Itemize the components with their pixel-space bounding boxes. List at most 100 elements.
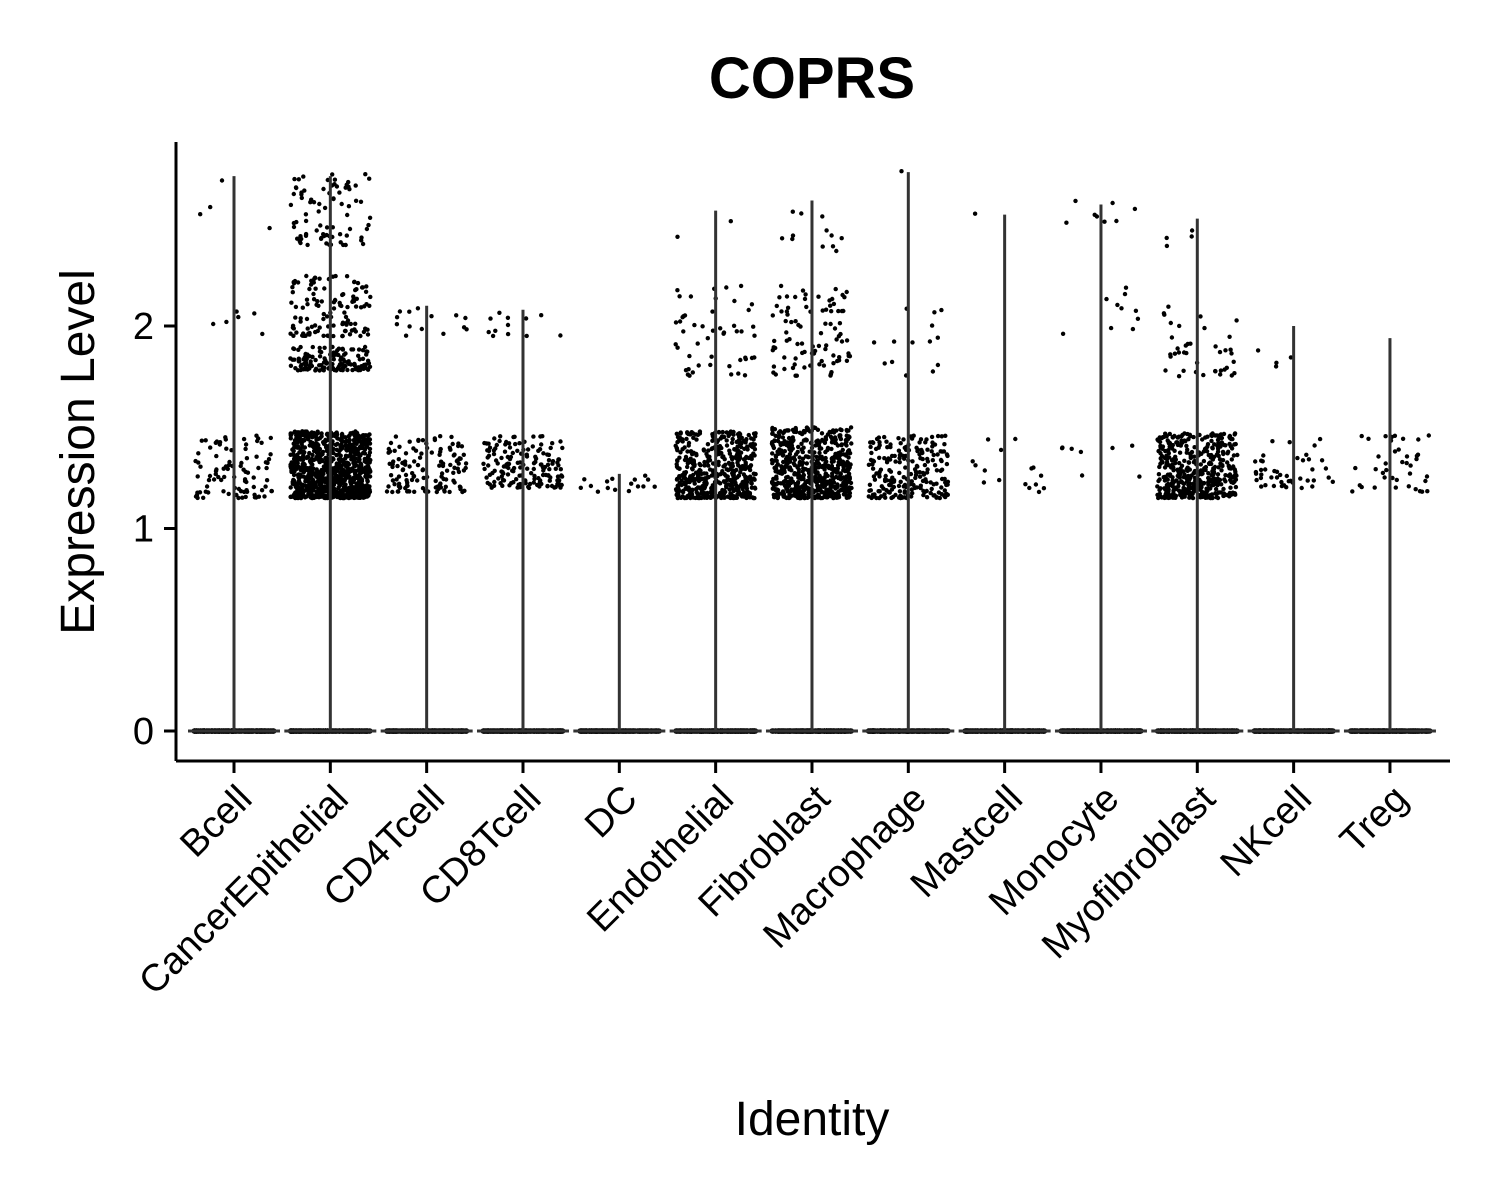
data-point [334, 464, 340, 470]
data-point [486, 448, 492, 454]
data-point [352, 468, 358, 474]
data-point [701, 448, 707, 453]
data-point [388, 440, 394, 446]
data-point [293, 366, 298, 371]
data-point [539, 442, 544, 447]
data-point [302, 461, 307, 467]
data-point [688, 432, 693, 437]
data-point [290, 290, 295, 295]
data-point [548, 445, 553, 451]
data-point [738, 470, 743, 475]
data-point [298, 344, 303, 350]
data-point [357, 481, 362, 486]
data-point [429, 314, 434, 319]
data-point [336, 346, 342, 351]
data-point [357, 457, 362, 462]
data-point [680, 494, 685, 499]
data-point [341, 481, 346, 486]
data-point [294, 330, 299, 335]
data-point [673, 320, 679, 325]
data-point [241, 436, 247, 442]
data-point [420, 467, 426, 472]
data-point [297, 435, 302, 440]
data-point [705, 442, 711, 447]
data-point [226, 462, 232, 468]
data-point [688, 458, 693, 463]
data-point [343, 314, 349, 320]
data-point [681, 329, 686, 334]
data-point [697, 467, 702, 473]
data-point [364, 226, 370, 232]
data-point [443, 484, 448, 489]
data-point [213, 471, 218, 477]
data-point [308, 482, 313, 487]
data-point [481, 461, 486, 466]
data-point [358, 333, 363, 339]
data-point [293, 439, 298, 445]
data-point [306, 437, 311, 442]
data-point [263, 484, 268, 489]
data-point [731, 429, 736, 435]
data-point [498, 434, 503, 439]
data-point [350, 494, 355, 500]
data-point [702, 495, 707, 500]
data-point [362, 440, 368, 446]
data-point [550, 441, 555, 446]
data-point [363, 172, 368, 177]
data-point [354, 492, 359, 498]
data-point [331, 306, 337, 311]
data-point [360, 492, 365, 497]
data-point [496, 476, 501, 481]
data-point [240, 495, 245, 500]
data-point [709, 354, 714, 359]
data-point [734, 329, 739, 334]
data-point [312, 432, 318, 438]
data-point [324, 225, 330, 230]
data-point [256, 436, 261, 441]
data-point [677, 480, 682, 486]
data-point [307, 458, 313, 463]
data-point [290, 325, 296, 330]
data-point [358, 453, 363, 458]
data-point [492, 436, 497, 441]
data-point [346, 461, 351, 466]
data-point [251, 484, 256, 490]
data-point [491, 451, 497, 457]
data-point [605, 485, 610, 491]
data-point [348, 321, 353, 327]
data-point [486, 453, 492, 458]
data-point [441, 476, 446, 482]
data-point [434, 489, 439, 495]
data-point [700, 486, 705, 491]
data-point [308, 431, 314, 436]
data-point [452, 480, 457, 485]
data-point [720, 487, 725, 493]
data-point [353, 441, 358, 446]
data-point [367, 441, 373, 446]
data-point [323, 443, 329, 449]
data-point [300, 305, 305, 310]
data-point [448, 462, 453, 468]
data-point [737, 441, 743, 446]
data-point [721, 331, 726, 336]
data-point [211, 477, 217, 482]
data-point [266, 457, 272, 462]
data-point [314, 302, 319, 307]
data-point [361, 437, 367, 442]
data-point [682, 470, 687, 475]
data-point [356, 347, 362, 352]
data-point [692, 477, 698, 482]
data-point [346, 439, 352, 444]
data-point [260, 331, 265, 337]
data-point [252, 495, 258, 500]
data-point [331, 323, 336, 328]
data-point [705, 336, 710, 341]
data-point [311, 472, 316, 477]
data-point [236, 495, 241, 501]
data-point [485, 480, 490, 486]
data-point [268, 435, 273, 441]
data-point [353, 183, 358, 188]
data-point [416, 437, 421, 443]
data-point [313, 366, 319, 371]
data-point [524, 333, 529, 339]
